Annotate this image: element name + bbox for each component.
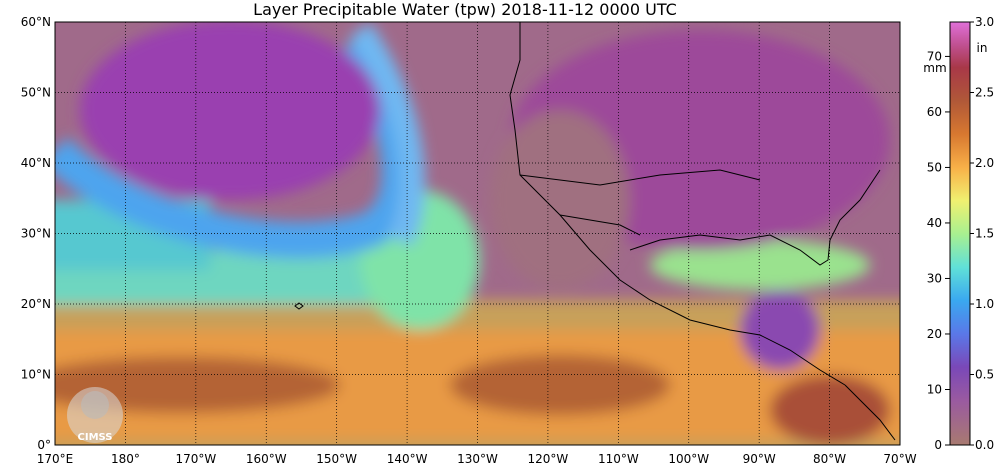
colorbar-mm-tick: 40 xyxy=(927,216,942,230)
cimss-logo: CIMSS xyxy=(67,387,123,443)
lon-label: 150°W xyxy=(316,452,357,466)
lat-label: 20°N xyxy=(21,297,51,311)
tpw-field xyxy=(55,22,900,445)
colorbar-mm-tick: 30 xyxy=(927,271,942,285)
colorbar-unit-mm: mm xyxy=(923,61,946,75)
lon-label: 170°W xyxy=(175,452,216,466)
map-frame xyxy=(54,21,901,446)
lon-label: 170°E xyxy=(37,452,74,466)
map-title: Layer Precipitable Water (tpw) 2018-11-1… xyxy=(253,0,677,19)
lon-label: 70°W xyxy=(883,452,916,466)
colorbar-in-tick: 1.5 xyxy=(975,227,994,241)
svg-text:CIMSS: CIMSS xyxy=(78,432,113,443)
colorbar-mm-tick: 60 xyxy=(927,105,942,119)
colorbar-mm-tick: 50 xyxy=(927,160,942,174)
colorbar-mm-tick: 0 xyxy=(934,438,942,452)
colorbar-in-tick: 3.0 xyxy=(975,15,994,29)
lat-label: 10°N xyxy=(21,368,51,382)
colorbar-in-tick: 0.0 xyxy=(975,438,994,452)
coastlines xyxy=(294,22,896,441)
colorbar-in-tick: 0.5 xyxy=(975,368,994,382)
colorbar-in-tick: 2.0 xyxy=(975,156,994,170)
colorbar-in-tick: 1.0 xyxy=(975,297,994,311)
lat-label: 60°N xyxy=(21,15,51,29)
longitude-labels: 170°E 180° 170°W 160°W 150°W 140°W 130°W 120°W 1… xyxy=(37,452,917,466)
colorbar-mm-tick: 20 xyxy=(927,327,942,341)
lat-label: 50°N xyxy=(21,86,51,100)
colorbar-mm-tick: 10 xyxy=(927,382,942,396)
lat-label: 40°N xyxy=(21,156,51,170)
lat-label: 0° xyxy=(37,438,51,452)
lon-label: 100°W xyxy=(668,452,709,466)
lon-label: 130°W xyxy=(457,452,498,466)
lon-label: 90°W xyxy=(743,452,776,466)
colorbar-in-tick: 2.5 xyxy=(975,86,994,100)
lat-label: 30°N xyxy=(21,227,51,241)
lon-label: 160°W xyxy=(246,452,287,466)
colorbar-unit-in: in xyxy=(977,41,988,55)
lon-label: 110°W xyxy=(598,452,639,466)
lon-label: 80°W xyxy=(813,452,846,466)
lon-label: 180° xyxy=(111,452,140,466)
colorbar: mm in 70 60 50 40 30 20 10 0 3.0 2.5 2.0 1.5 1.0 0.5 0… xyxy=(923,15,994,452)
lon-label: 140°W xyxy=(387,452,428,466)
lon-label: 120°W xyxy=(528,452,569,466)
colorbar-mm-tick: 70 xyxy=(927,49,942,63)
latitude-labels: 60°N 50°N 40°N 30°N 20°N 10°N 0° xyxy=(21,15,51,452)
